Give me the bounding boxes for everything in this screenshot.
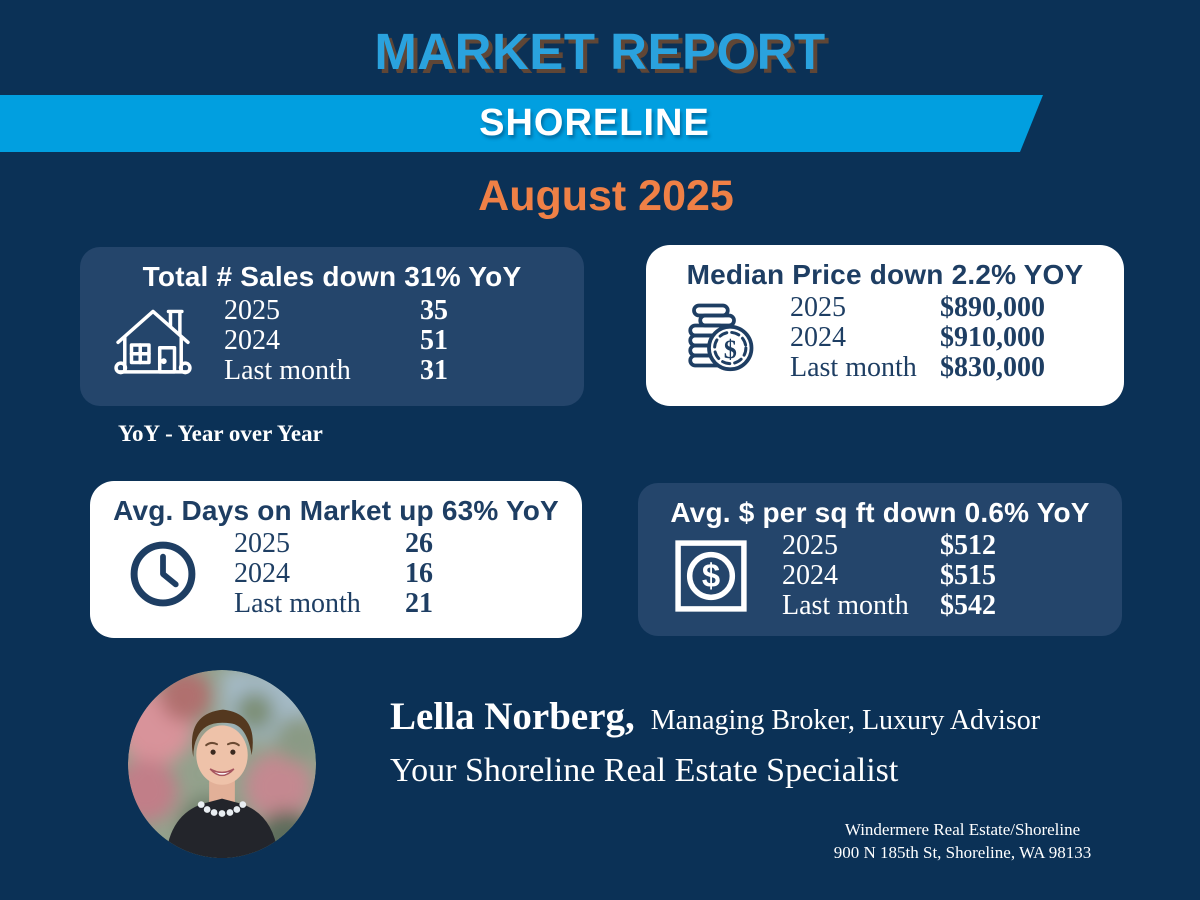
- stat-row: Last month $542: [782, 591, 996, 621]
- stat-row: Last month 31: [224, 356, 448, 386]
- stat-row: 2025 $512: [782, 531, 996, 561]
- stat-value: 26: [405, 528, 433, 559]
- stat-value: 16: [405, 558, 433, 589]
- stat-value: $515: [940, 560, 996, 591]
- svg-text:$: $: [724, 335, 737, 364]
- svg-text:$: $: [702, 557, 720, 594]
- report-period: August 2025: [478, 172, 734, 220]
- stat-value: 31: [420, 355, 448, 386]
- stat-value: 51: [420, 325, 448, 356]
- stat-row: 2025 26: [234, 529, 433, 559]
- dollar-square-icon: $: [668, 537, 754, 615]
- price-per-sqft-stats: 2025 $512 2024 $515 Last month $542: [782, 531, 996, 621]
- city-banner: SHORELINE: [0, 95, 1043, 152]
- stat-label: 2025: [234, 528, 290, 559]
- stat-value: 35: [420, 295, 448, 326]
- stat-row: 2024 $910,000: [790, 323, 1045, 353]
- house-icon: [110, 295, 196, 387]
- median-price-card: Median Price down 2.2% YOY $ 2025: [646, 245, 1124, 406]
- stat-label: Last month: [782, 590, 909, 621]
- total-sales-card: Total # Sales down 31% YoY 2025: [80, 247, 584, 406]
- stat-label: 2025: [782, 530, 838, 561]
- days-on-market-card: Avg. Days on Market up 63% YoY 2025 26 2…: [90, 481, 582, 638]
- stat-label: Last month: [224, 355, 351, 386]
- stat-row: Last month 21: [234, 589, 433, 619]
- stat-label: Last month: [790, 352, 917, 383]
- stat-value: $512: [940, 530, 996, 561]
- stat-value: $890,000: [940, 292, 1045, 323]
- stat-row: 2025 35: [224, 296, 448, 326]
- yoy-footnote: YoY - Year over Year: [118, 421, 323, 446]
- stat-value: $542: [940, 590, 996, 621]
- median-price-title: Median Price down 2.2% YOY: [686, 259, 1084, 290]
- stat-row: 2024 16: [234, 559, 433, 589]
- stat-value: $910,000: [940, 322, 1045, 353]
- total-sales-title: Total # Sales down 31% YoY: [142, 261, 522, 292]
- stat-label: 2024: [224, 325, 280, 356]
- total-sales-stats: 2025 35 2024 51 Last month 31: [224, 296, 448, 386]
- stat-label: 2025: [224, 295, 280, 326]
- stat-row: 2024 51: [224, 326, 448, 356]
- price-per-sqft-card: Avg. $ per sq ft down 0.6% YoY $ 2025 $5…: [638, 483, 1122, 636]
- page-title: MARKET REPORT: [374, 23, 826, 80]
- stat-label: 2024: [782, 560, 838, 591]
- agent-name-line: Lella Norberg, Managing Broker, Luxury A…: [390, 694, 1040, 739]
- days-on-market-title: Avg. Days on Market up 63% YoY: [113, 495, 559, 526]
- stat-label: 2025: [790, 292, 846, 323]
- stat-label: 2024: [234, 558, 290, 589]
- price-per-sqft-title: Avg. $ per sq ft down 0.6% YoY: [670, 497, 1090, 528]
- stat-row: Last month $830,000: [790, 353, 1045, 383]
- agent-photo: [128, 670, 316, 858]
- agent-name: Lella Norberg,: [390, 695, 635, 738]
- clock-icon: [120, 537, 206, 611]
- stat-row: 2025 $890,000: [790, 293, 1045, 323]
- office-address-block: Windermere Real Estate/Shoreline 900 N 1…: [790, 818, 1135, 864]
- median-price-stats: 2025 $890,000 2024 $910,000 Last month $…: [790, 293, 1045, 383]
- city-name: SHORELINE: [479, 102, 710, 144]
- agent-tagline: Your Shoreline Real Estate Specialist: [390, 752, 899, 789]
- stat-value: $830,000: [940, 352, 1045, 383]
- stat-label: Last month: [234, 588, 361, 619]
- agent-role: Managing Broker, Luxury Advisor: [650, 705, 1041, 736]
- stat-row: 2024 $515: [782, 561, 996, 591]
- stat-value: 21: [405, 588, 433, 619]
- coins-icon: $: [676, 298, 762, 378]
- days-on-market-stats: 2025 26 2024 16 Last month 21: [234, 529, 433, 619]
- office-company: Windermere Real Estate/Shoreline: [844, 820, 1081, 839]
- office-address: 900 N 185th St, Shoreline, WA 98133: [833, 843, 1092, 862]
- stat-label: 2024: [790, 322, 846, 353]
